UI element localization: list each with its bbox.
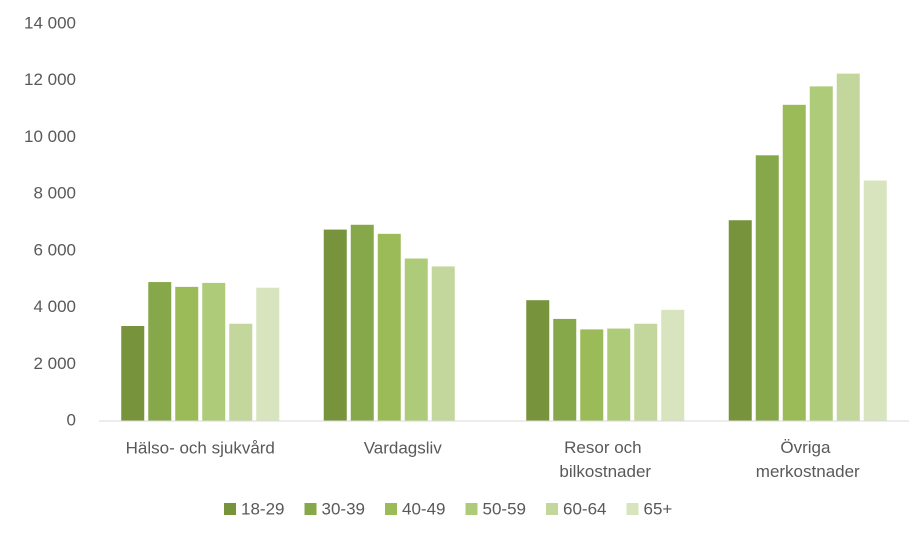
bar (175, 286, 199, 421)
y-tick-label: 4 000 (33, 297, 76, 316)
bar (782, 104, 806, 421)
bar (526, 300, 550, 421)
legend-label: 65+ (644, 499, 673, 518)
bar (404, 258, 428, 421)
x-tick-label: Resor och bilkostnader (559, 438, 651, 481)
bar (431, 266, 455, 421)
bar (229, 323, 253, 421)
legend-label: 30-39 (322, 499, 365, 518)
bar (256, 287, 280, 421)
y-tick-label: 8 000 (33, 184, 76, 203)
legend-swatch (546, 503, 558, 515)
bar (121, 326, 145, 421)
x-tick-label: Övriga merkostnader (756, 438, 860, 481)
y-tick-label: 12 000 (24, 70, 76, 89)
bar (836, 73, 860, 421)
legend-label: 50-59 (483, 499, 526, 518)
x-tick-label: Vardagsliv (364, 438, 443, 457)
legend-label: 60-64 (563, 499, 606, 518)
y-tick-label: 6 000 (33, 240, 76, 259)
legend-label: 18-29 (241, 499, 284, 518)
bar (580, 329, 604, 421)
bar (377, 233, 401, 421)
bar (202, 282, 226, 421)
y-tick-label: 2 000 (33, 354, 76, 373)
bar (148, 282, 172, 421)
bar (553, 318, 577, 421)
bar (323, 229, 347, 421)
legend-swatch (385, 503, 397, 515)
bar (634, 323, 658, 421)
legend-swatch (465, 503, 478, 515)
bar (809, 86, 833, 421)
bar (863, 180, 887, 421)
legend-label: 40-49 (402, 499, 445, 518)
bar (350, 224, 374, 421)
bar (728, 220, 752, 421)
y-tick-label: 10 000 (24, 127, 76, 146)
bar (755, 155, 779, 421)
y-tick-label: 14 000 (24, 13, 76, 32)
x-tick-label: Hälso- och sjukvård (126, 438, 275, 457)
legend-swatch (224, 503, 236, 515)
y-tick-label: 0 (67, 410, 76, 429)
bar (607, 328, 631, 421)
legend-swatch (304, 503, 317, 515)
legend-swatch (626, 503, 639, 515)
bar (661, 309, 685, 421)
